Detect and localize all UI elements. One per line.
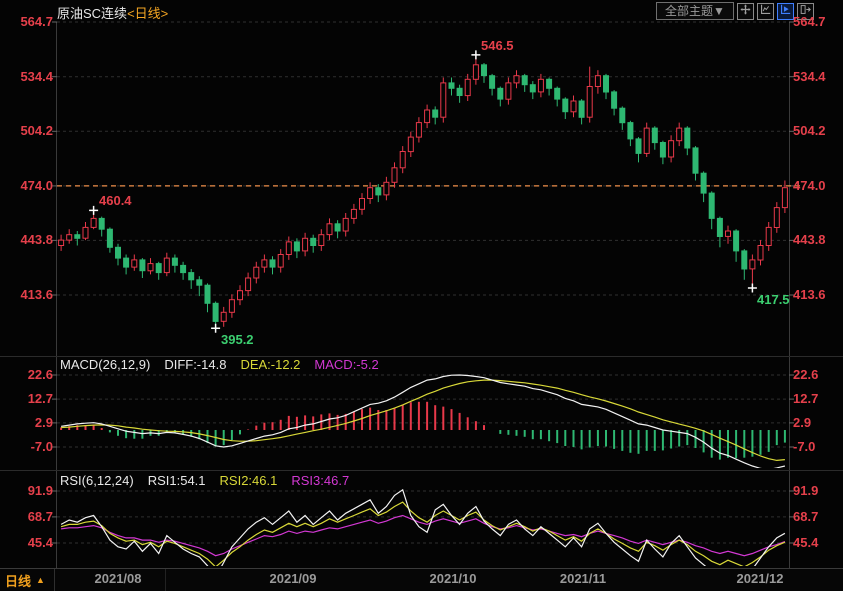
high-annotation: 546.5 bbox=[481, 38, 514, 53]
exit-pane-icon bbox=[800, 2, 811, 20]
price-axis-label-left: 534.4 bbox=[20, 69, 53, 84]
footer-period-selector[interactable]: 日线 ▲ bbox=[0, 569, 55, 591]
macd-axis-label-left: -7.0 bbox=[30, 439, 53, 454]
candlestick-series bbox=[58, 54, 788, 329]
rsi1-value: RSI1:54.1 bbox=[147, 473, 206, 488]
pan-tool-button[interactable] bbox=[737, 2, 754, 20]
exit-pane-button[interactable] bbox=[797, 2, 814, 20]
price-axis-label-left: 474.0 bbox=[20, 178, 53, 193]
rsi-axis-label-left: 91.9 bbox=[27, 483, 53, 498]
footer-period-arrow: ▲ bbox=[36, 575, 45, 585]
price-axis-label-right: 534.4 bbox=[793, 69, 826, 84]
rsi-axis-label-left: 68.7 bbox=[27, 509, 53, 524]
macd-axis-label-left: 2.9 bbox=[34, 415, 53, 430]
rsi2-value: RSI2:46.1 bbox=[219, 473, 278, 488]
date-label: 2021/12 bbox=[736, 571, 784, 586]
header: 原油SC连续<日线> bbox=[57, 3, 168, 22]
macd-histogram bbox=[60, 401, 786, 460]
rsi-axis-label-right: 68.7 bbox=[793, 509, 819, 524]
macd-diff-line bbox=[61, 374, 786, 468]
date-label: 2021/11 bbox=[559, 571, 607, 586]
rsi-name: RSI(6,12,24) bbox=[60, 473, 134, 488]
macd-diff-value: DIFF:-14.8 bbox=[164, 357, 227, 372]
macd-axis-label-left: 22.6 bbox=[27, 367, 53, 382]
macd-axis-label-left: 12.7 bbox=[27, 391, 53, 406]
macd-axis-label-right: 2.9 bbox=[793, 415, 812, 430]
rsi2-line bbox=[60, 501, 786, 566]
axes-zoom-icon bbox=[760, 2, 771, 20]
high-annotation: 460.4 bbox=[99, 193, 132, 208]
macd-label-row: MACD(26,12,9) DIFF:-14.8 DEA:-12.2 MACD:-5.… bbox=[60, 357, 393, 372]
price-axis-label-right: 504.2 bbox=[793, 123, 826, 138]
macd-axis-label-right: 22.6 bbox=[793, 367, 819, 382]
period-tag: <日线> bbox=[127, 6, 169, 21]
extreme-markers bbox=[89, 50, 757, 333]
rsi3-value: RSI3:46.7 bbox=[291, 473, 350, 488]
rsi3-line bbox=[61, 514, 786, 557]
price-axis-label-left: 504.2 bbox=[20, 123, 53, 138]
price-axis-label-left: 564.7 bbox=[20, 14, 53, 29]
pan-icon bbox=[740, 2, 751, 20]
price-axis-label-right: 413.6 bbox=[793, 287, 826, 302]
date-label: 2021/10 bbox=[429, 571, 477, 586]
low-annotation: 395.2 bbox=[221, 332, 254, 347]
axes-frame bbox=[0, 21, 843, 568]
footer-period-label: 日线 bbox=[5, 573, 32, 589]
price-axis-label-left: 413.6 bbox=[20, 287, 53, 302]
rsi-axis-label-left: 45.4 bbox=[27, 535, 53, 550]
playback-button[interactable] bbox=[777, 2, 794, 20]
price-axis-label-right: 443.8 bbox=[793, 232, 826, 247]
price-axis-label-right: 564.7 bbox=[793, 14, 826, 29]
macd-dea-value: DEA:-12.2 bbox=[240, 357, 301, 372]
rsi-panel bbox=[60, 488, 786, 566]
macd-axis-label-right: -7.0 bbox=[793, 439, 816, 454]
axes-zoom-button[interactable] bbox=[757, 2, 774, 20]
macd-axis-label-right: 12.7 bbox=[793, 391, 819, 406]
toolbar: 全部主题▼ bbox=[656, 2, 814, 20]
time-axis-bar: 日线 ▲ bbox=[0, 568, 843, 591]
macd-dea-line bbox=[61, 379, 785, 462]
rsi-axis-label-right: 91.9 bbox=[793, 483, 819, 498]
rsi-label-row: RSI(6,12,24) RSI1:54.1 RSI2:46.1 RSI3:46.7 bbox=[60, 473, 363, 488]
price-axis-label-left: 443.8 bbox=[20, 232, 53, 247]
low-annotation: 417.5 bbox=[757, 292, 790, 307]
instrument-title: 原油SC连续 bbox=[57, 6, 128, 21]
date-label: 2021/09 bbox=[269, 571, 317, 586]
theme-dropdown[interactable]: 全部主题▼ bbox=[656, 2, 734, 20]
playback-flag-icon bbox=[780, 2, 791, 20]
footer-divider bbox=[165, 569, 166, 591]
rsi-axis-label-right: 45.4 bbox=[793, 535, 819, 550]
date-label: 2021/08 bbox=[94, 571, 142, 586]
rsi1-line bbox=[60, 488, 786, 566]
gridlines bbox=[57, 21, 789, 544]
price-axis-label-right: 474.0 bbox=[793, 178, 826, 193]
macd-name: MACD(26,12,9) bbox=[60, 357, 151, 372]
macd-macd-value: MACD:-5.2 bbox=[314, 357, 379, 372]
